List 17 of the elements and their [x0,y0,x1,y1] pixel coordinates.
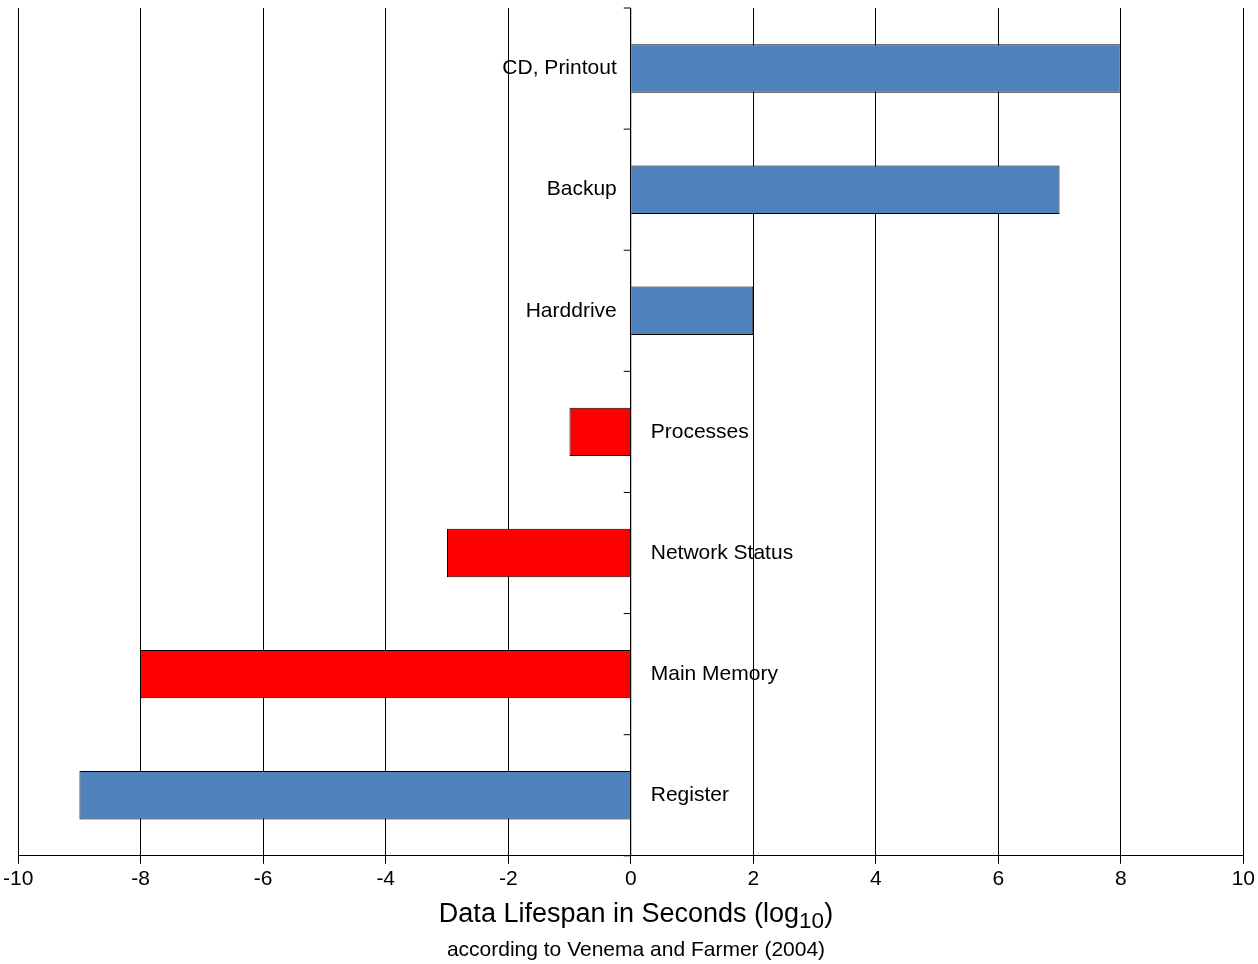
x-tick-label: -4 [376,866,396,890]
x-axis-title: Data Lifespan in Seconds (log$_{10}$) [437,898,835,935]
x-tick-label: 4 [869,866,882,890]
x-tick-label: 2 [747,866,760,890]
y-tick-label: Processes [650,418,749,442]
x-tick-label: 8 [1114,866,1127,890]
x-tick-label: -8 [131,866,151,890]
x-tick-label: -6 [253,866,273,890]
y-tick-label: Register [650,782,729,806]
x-tick-label: 10 [1231,866,1255,890]
x-tick-label: -10 [3,866,34,890]
x-tick-label: -2 [498,866,518,890]
y-tick-label: Harddrive [525,297,617,321]
x-tick-label: 6 [992,866,1005,890]
text: according to Venema and Farmer (2004) [445,937,827,961]
y-tick-label: Backup [546,176,617,200]
x-tick-label: 0 [624,866,637,890]
